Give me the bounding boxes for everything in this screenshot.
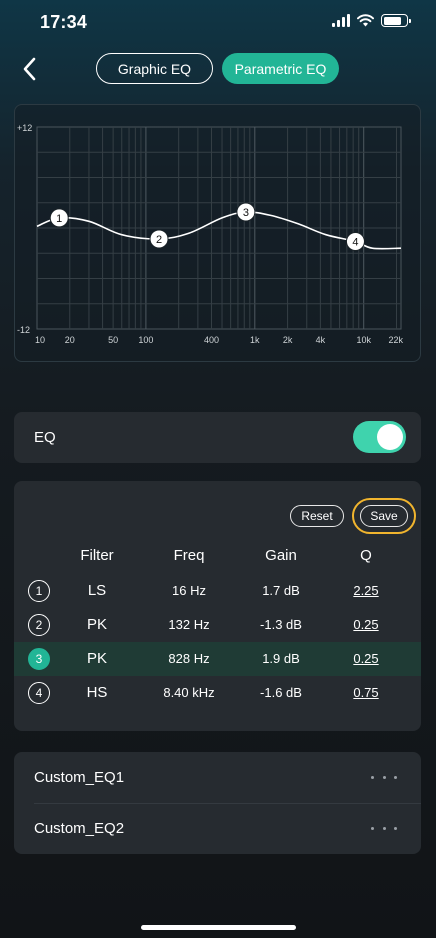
toggle-knob [377, 424, 403, 450]
eq-toggle-switch[interactable] [353, 421, 406, 453]
save-button[interactable]: Save [360, 505, 408, 527]
wifi-icon [357, 14, 374, 27]
eq-node-handle[interactable] [236, 202, 256, 222]
filter-gain[interactable]: 1.9 dB [262, 651, 300, 666]
cellular-signal-icon [332, 14, 350, 27]
back-button[interactable] [16, 55, 44, 83]
filter-row[interactable]: 1 LS 16 Hz 1.7 dB 2.25 [14, 574, 421, 608]
filter-type[interactable]: LS [87, 582, 107, 599]
status-time: 17:34 [40, 12, 88, 32]
x-tick-label: 50 [108, 335, 118, 345]
eq-node-label: 2 [156, 234, 162, 246]
header-filter: Filter [80, 547, 114, 564]
filter-type[interactable]: PK [86, 650, 108, 667]
tab-parametric-eq[interactable]: Parametric EQ [222, 53, 339, 84]
filter-type[interactable]: HS [86, 684, 108, 701]
eq-node-label: 1 [56, 213, 62, 225]
eq-label: EQ [34, 429, 56, 446]
reset-button[interactable]: Reset [290, 505, 344, 527]
filter-row[interactable]: 4 HS 8.40 kHz -1.6 dB 0.75 [14, 676, 421, 710]
header-freq: Freq [173, 547, 205, 564]
filter-panel: Reset Save Filter Freq Gain Q 1 LS 16 Hz… [14, 481, 421, 731]
filter-q[interactable]: 0.25 [353, 651, 379, 666]
eq-node-handle[interactable] [149, 229, 169, 249]
header-q: Q [360, 547, 372, 564]
eq-curve-chart: +12 -12 10 20 50 100 400 1k 2k 4k 10k 22k 1 2 3 4 [14, 104, 421, 362]
filter-freq[interactable]: 8.40 kHz [163, 685, 215, 700]
filter-gain[interactable]: -1.3 dB [260, 617, 302, 632]
x-tick-label: 400 [204, 335, 219, 345]
filter-index-badge[interactable]: 4 [28, 682, 50, 704]
preset-item[interactable]: Custom_EQ1 [14, 752, 421, 803]
eq-chart-svg: +12 -12 10 20 50 100 400 1k 2k 4k 10k 22k 1 2 3 4 [17, 123, 403, 345]
x-tick-label: 100 [138, 335, 153, 345]
eq-toggle-row: EQ [14, 412, 421, 463]
eq-node-handle[interactable] [345, 231, 365, 251]
filter-q[interactable]: 0.25 [353, 617, 379, 632]
eq-node-handle[interactable] [49, 208, 69, 228]
filter-index-badge[interactable]: 1 [28, 580, 50, 602]
x-tick-label: 20 [65, 335, 75, 345]
status-icons [332, 14, 411, 27]
eq-node-label: 3 [243, 207, 249, 219]
preset-name: Custom_EQ2 [34, 820, 125, 837]
filter-index-badge[interactable]: 3 [28, 648, 50, 670]
tab-graphic-eq[interactable]: Graphic EQ [96, 53, 213, 84]
x-tick-label: 22k [388, 335, 403, 345]
filter-row-selected[interactable]: 3 PK 828 Hz 1.9 dB 0.25 [14, 642, 421, 676]
more-options-icon[interactable] [371, 768, 397, 786]
battery-icon [381, 14, 411, 27]
status-bar: 17:34 [0, 0, 436, 46]
x-tick-label: 1k [250, 335, 260, 345]
header-gain: Gain [265, 547, 297, 564]
x-tick-label: 10k [356, 335, 371, 345]
home-indicator [141, 925, 296, 930]
y-axis-label-top: +12 [17, 123, 32, 133]
filter-gain[interactable]: 1.7 dB [262, 583, 300, 598]
filter-q[interactable]: 2.25 [353, 583, 379, 598]
filter-freq[interactable]: 132 Hz [168, 617, 210, 632]
filter-index-badge[interactable]: 2 [28, 614, 50, 636]
eq-node-label: 4 [352, 236, 358, 248]
filter-gain[interactable]: -1.6 dB [260, 685, 302, 700]
filter-freq[interactable]: 828 Hz [168, 651, 210, 666]
divider [34, 803, 421, 804]
preset-item[interactable]: Custom_EQ2 [14, 803, 421, 854]
preset-list: Custom_EQ1 Custom_EQ2 [14, 752, 421, 854]
filter-q[interactable]: 0.75 [353, 685, 379, 700]
preset-name: Custom_EQ1 [34, 769, 125, 786]
chevron-left-icon [23, 57, 36, 81]
filter-row[interactable]: 2 PK 132 Hz -1.3 dB 0.25 [14, 608, 421, 642]
x-tick-label: 10 [35, 335, 45, 345]
x-tick-label: 4k [316, 335, 326, 345]
y-axis-label-bottom: -12 [17, 325, 30, 335]
filter-type[interactable]: PK [86, 616, 108, 633]
more-options-icon[interactable] [371, 819, 397, 837]
x-tick-label: 2k [283, 335, 293, 345]
filter-freq[interactable]: 16 Hz [172, 583, 206, 598]
